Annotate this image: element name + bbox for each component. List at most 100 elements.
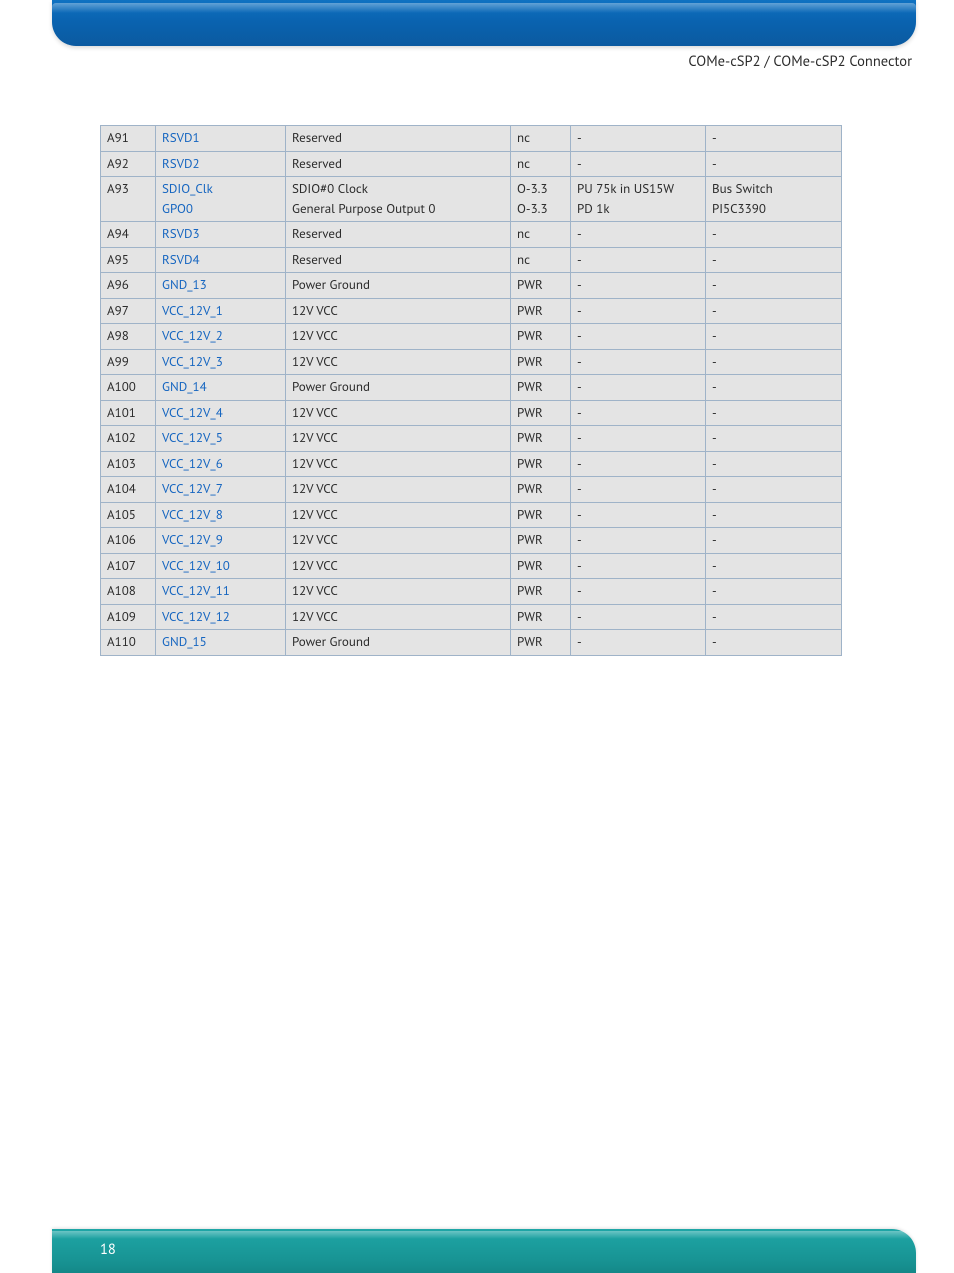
table-cell: A102	[101, 426, 156, 452]
signal-name: SDIO_Clk	[162, 179, 279, 199]
signal-name: VCC_12V_5	[162, 428, 279, 448]
cell-text: PWR	[517, 326, 564, 346]
table-cell: 12V VCC	[286, 553, 511, 579]
cell-text: PD 1k	[577, 199, 699, 219]
signal-name: VCC_12V_6	[162, 454, 279, 474]
signal-name: VCC_12V_3	[162, 352, 279, 372]
table-cell: VCC_12V_6	[156, 451, 286, 477]
table-cell: A91	[101, 126, 156, 152]
signal-name: VCC_12V_8	[162, 505, 279, 525]
cell-text: -	[712, 154, 835, 174]
table-row: A106VCC_12V_912V VCCPWR--	[101, 528, 842, 554]
table-cell: A99	[101, 349, 156, 375]
cell-text: 12V VCC	[292, 352, 504, 372]
cell-text: -	[712, 556, 835, 576]
signal-name: VCC_12V_4	[162, 403, 279, 423]
cell-text: PWR	[517, 377, 564, 397]
pinout-table: A91RSVD1Reservednc--A92RSVD2Reservednc--…	[100, 125, 842, 656]
cell-text: PI5C3390	[712, 199, 835, 219]
cell-text: A103	[107, 454, 149, 474]
cell-text: -	[712, 275, 835, 295]
cell-text: -	[577, 128, 699, 148]
table-cell: -	[706, 247, 842, 273]
table-cell: -	[571, 126, 706, 152]
cell-text: -	[712, 377, 835, 397]
table-cell: 12V VCC	[286, 528, 511, 554]
table-cell: -	[571, 222, 706, 248]
table-cell: A94	[101, 222, 156, 248]
cell-text: A107	[107, 556, 149, 576]
table-cell: nc	[511, 151, 571, 177]
table-cell: nc	[511, 222, 571, 248]
table-cell: PWR	[511, 528, 571, 554]
cell-text: -	[712, 326, 835, 346]
table-cell: Power Ground	[286, 630, 511, 656]
cell-text: Reserved	[292, 128, 504, 148]
cell-text: -	[577, 479, 699, 499]
table-cell: PWR	[511, 298, 571, 324]
table-cell: SDIO_ClkGPO0	[156, 177, 286, 222]
signal-name: GND_15	[162, 632, 279, 652]
cell-text: A98	[107, 326, 149, 346]
table-cell: A100	[101, 375, 156, 401]
cell-text: 12V VCC	[292, 326, 504, 346]
cell-text: -	[712, 428, 835, 448]
cell-text: A93	[107, 179, 149, 199]
cell-text: O-3.3	[517, 179, 564, 199]
table-cell: RSVD1	[156, 126, 286, 152]
table-cell: -	[571, 451, 706, 477]
table-cell: A93	[101, 177, 156, 222]
cell-text: -	[577, 224, 699, 244]
pinout-table-wrap: A91RSVD1Reservednc--A92RSVD2Reservednc--…	[100, 125, 842, 656]
table-cell: PWR	[511, 630, 571, 656]
cell-text: 12V VCC	[292, 581, 504, 601]
table-cell: PWR	[511, 477, 571, 503]
cell-text: Reserved	[292, 154, 504, 174]
table-cell: PWR	[511, 553, 571, 579]
table-row: A105VCC_12V_812V VCCPWR--	[101, 502, 842, 528]
table-cell: nc	[511, 126, 571, 152]
table-row: A95RSVD4Reservednc--	[101, 247, 842, 273]
table-cell: -	[571, 528, 706, 554]
cell-text: PWR	[517, 556, 564, 576]
table-row: A108VCC_12V_1112V VCCPWR--	[101, 579, 842, 605]
table-cell: 12V VCC	[286, 502, 511, 528]
table-cell: Power Ground	[286, 375, 511, 401]
table-cell: 12V VCC	[286, 579, 511, 605]
cell-text: Reserved	[292, 250, 504, 270]
table-cell: -	[706, 579, 842, 605]
table-cell: RSVD3	[156, 222, 286, 248]
cell-text: -	[712, 607, 835, 627]
table-cell: A96	[101, 273, 156, 299]
cell-text: A96	[107, 275, 149, 295]
cell-text: -	[577, 352, 699, 372]
table-cell: -	[571, 324, 706, 350]
table-cell: VCC_12V_7	[156, 477, 286, 503]
signal-name: RSVD1	[162, 128, 279, 148]
table-cell: PWR	[511, 604, 571, 630]
table-cell: 12V VCC	[286, 451, 511, 477]
table-cell: VCC_12V_5	[156, 426, 286, 452]
cell-text: A105	[107, 505, 149, 525]
cell-text: -	[577, 154, 699, 174]
cell-text: Reserved	[292, 224, 504, 244]
table-cell: VCC_12V_12	[156, 604, 286, 630]
cell-text: PWR	[517, 275, 564, 295]
cell-text: PWR	[517, 403, 564, 423]
cell-text: -	[577, 275, 699, 295]
cell-text: A101	[107, 403, 149, 423]
cell-text: A94	[107, 224, 149, 244]
cell-text: -	[577, 505, 699, 525]
table-cell: A97	[101, 298, 156, 324]
cell-text: -	[577, 403, 699, 423]
cell-text: A99	[107, 352, 149, 372]
cell-text: Bus Switch	[712, 179, 835, 199]
table-row: A102VCC_12V_512V VCCPWR--	[101, 426, 842, 452]
table-cell: A101	[101, 400, 156, 426]
cell-text: -	[577, 454, 699, 474]
page-number: 18	[100, 1240, 116, 1259]
cell-text: PWR	[517, 505, 564, 525]
table-cell: GND_14	[156, 375, 286, 401]
cell-text: A110	[107, 632, 149, 652]
table-cell: 12V VCC	[286, 324, 511, 350]
